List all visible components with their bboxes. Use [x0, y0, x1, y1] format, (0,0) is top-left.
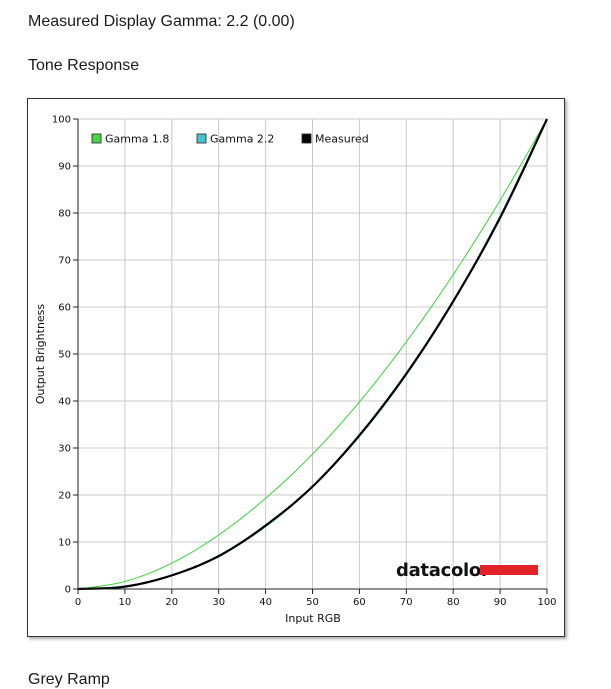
- x-tick-label: 70: [400, 597, 413, 608]
- legend-label-measured: Measured: [315, 133, 369, 146]
- y-tick-label: 40: [58, 397, 71, 408]
- x-tick-label: 90: [494, 597, 507, 608]
- x-tick-label: 60: [353, 597, 366, 608]
- y-tick-label: 60: [58, 303, 71, 314]
- tone-response-heading: Tone Response: [28, 57, 139, 75]
- tone-response-chart: 0 10 20 30 40 50 60 70 80 90 100 0 10 20 30 40 50 60 70 80 9…: [28, 99, 564, 636]
- x-tick-label: 20: [165, 597, 178, 608]
- legend: Gamma 1.8 Gamma 2.2 Measured: [92, 133, 369, 146]
- x-tick-label: 50: [306, 597, 319, 608]
- x-tick-label: 30: [212, 597, 225, 608]
- datacolor-logo: datacolor: [396, 560, 538, 581]
- y-tick-label: 100: [52, 115, 71, 126]
- x-tick-label: 10: [119, 597, 132, 608]
- x-tick-label: 100: [537, 597, 556, 608]
- x-tick-label: 0: [75, 597, 81, 608]
- datacolor-red-bar: [480, 565, 538, 575]
- y-tick-label: 80: [58, 209, 71, 220]
- measured-gamma-heading: Measured Display Gamma: 2.2 (0.00): [28, 13, 295, 31]
- y-tick-label: 50: [58, 350, 71, 361]
- legend-swatch-gamma-1-8: [92, 134, 101, 143]
- legend-label-gamma-1-8: Gamma 1.8: [105, 133, 169, 146]
- y-tick-label: 20: [58, 491, 71, 502]
- x-tick-label: 80: [447, 597, 460, 608]
- y-tick-label: 70: [58, 256, 71, 267]
- x-axis-label: Input RGB: [285, 612, 341, 625]
- tick-labels: 0 10 20 30 40 50 60 70 80 90 100 0 10 20 30 40 50 60 70 80 9…: [52, 115, 557, 609]
- datacolor-wordmark: datacolor: [396, 560, 490, 581]
- y-tick-label: 0: [65, 585, 71, 596]
- legend-swatch-gamma-2-2: [197, 134, 206, 143]
- y-tick-label: 90: [58, 162, 71, 173]
- legend-label-gamma-2-2: Gamma 2.2: [210, 133, 274, 146]
- grey-ramp-heading: Grey Ramp: [28, 671, 110, 689]
- x-tick-label: 40: [259, 597, 272, 608]
- y-axis-label: Output Brightness: [34, 304, 47, 405]
- y-tick-label: 10: [58, 538, 71, 549]
- grid: [78, 119, 547, 589]
- legend-swatch-measured: [302, 134, 311, 143]
- y-tick-label: 30: [58, 444, 71, 455]
- tone-response-chart-frame: 0 10 20 30 40 50 60 70 80 90 100 0 10 20 30 40 50 60 70 80 9…: [27, 98, 565, 637]
